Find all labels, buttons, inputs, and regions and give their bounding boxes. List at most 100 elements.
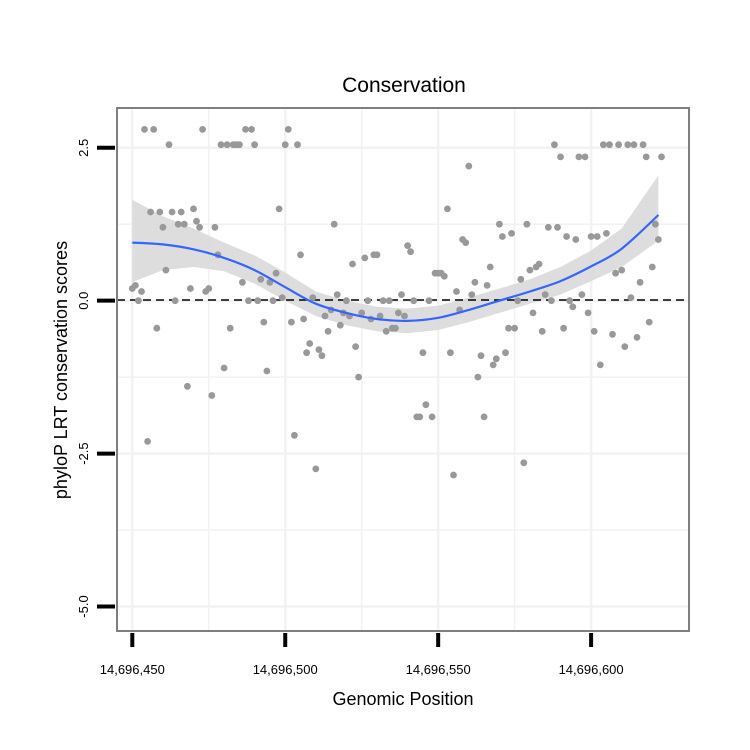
data-point xyxy=(278,294,286,301)
data-point xyxy=(275,205,283,213)
data-point xyxy=(288,318,295,326)
data-point xyxy=(615,141,622,149)
data-point xyxy=(419,349,427,357)
data-point xyxy=(486,263,494,271)
data-point xyxy=(196,223,204,231)
data-point xyxy=(379,297,387,305)
data-point xyxy=(551,141,558,149)
data-point xyxy=(575,153,583,161)
data-point xyxy=(440,272,448,280)
data-point xyxy=(297,251,304,259)
plot-frame xyxy=(116,107,690,632)
data-point xyxy=(505,324,512,332)
data-point xyxy=(171,297,179,305)
data-point xyxy=(284,125,292,133)
data-point xyxy=(633,334,641,341)
data-point xyxy=(468,291,476,298)
data-point xyxy=(627,294,635,301)
data-point xyxy=(135,297,142,305)
x-axis-title: Genomic Position xyxy=(332,689,473,709)
data-point xyxy=(578,291,586,298)
data-point xyxy=(480,413,488,421)
data-point xyxy=(600,141,607,149)
data-point xyxy=(652,220,659,228)
data-point xyxy=(248,125,256,133)
data-point xyxy=(450,471,457,479)
data-point xyxy=(199,125,207,133)
data-point xyxy=(318,352,326,360)
chart-title: Conservation xyxy=(342,74,466,97)
data-point xyxy=(462,239,470,247)
data-point xyxy=(352,343,359,350)
data-point xyxy=(428,413,436,421)
confidence-band xyxy=(132,175,659,334)
data-point xyxy=(208,392,216,399)
data-point xyxy=(483,282,491,289)
data-point xyxy=(392,324,399,332)
data-point xyxy=(596,361,604,369)
data-point xyxy=(404,242,411,250)
data-point xyxy=(471,278,479,286)
data-point xyxy=(422,401,430,409)
data-point xyxy=(242,125,249,133)
data-point xyxy=(177,208,185,216)
data-point xyxy=(165,141,173,149)
data-point xyxy=(373,251,381,259)
data-point xyxy=(581,153,589,161)
data-point xyxy=(321,312,329,320)
data-point xyxy=(621,343,629,350)
y-tick-label: -2.5 xyxy=(76,442,91,464)
data-points xyxy=(128,125,665,479)
data-point xyxy=(205,285,213,292)
data-point xyxy=(563,233,570,240)
data-point xyxy=(300,315,307,323)
data-point xyxy=(336,321,344,329)
data-point xyxy=(618,266,626,274)
data-point xyxy=(220,364,228,372)
data-point xyxy=(401,312,408,320)
data-point xyxy=(291,431,298,439)
data-point xyxy=(382,327,390,335)
data-point xyxy=(245,297,252,305)
data-point xyxy=(407,248,414,256)
data-point xyxy=(236,141,243,149)
data-point xyxy=(560,324,567,332)
data-point xyxy=(587,233,595,240)
data-point xyxy=(294,141,301,149)
data-point xyxy=(263,367,271,375)
data-point xyxy=(159,223,167,231)
data-point xyxy=(502,349,509,357)
data-point xyxy=(566,297,574,305)
data-point xyxy=(548,297,555,305)
data-point xyxy=(180,220,188,228)
data-point xyxy=(425,297,433,305)
data-point xyxy=(630,141,638,149)
data-point xyxy=(358,309,366,317)
data-point xyxy=(492,355,500,363)
data-point xyxy=(364,297,372,305)
data-point xyxy=(153,324,161,332)
data-point xyxy=(511,324,518,332)
data-point xyxy=(174,220,182,228)
data-point xyxy=(526,266,534,274)
data-point xyxy=(138,288,145,295)
data-point xyxy=(645,318,653,326)
x-tick-label: 14,696,600 xyxy=(559,662,624,677)
data-point xyxy=(648,263,656,271)
plot-panel xyxy=(117,108,689,631)
data-point xyxy=(557,153,564,161)
data-point xyxy=(343,297,350,305)
data-point xyxy=(272,269,280,277)
data-point xyxy=(132,282,139,289)
data-point xyxy=(541,291,549,298)
data-point xyxy=(395,309,402,317)
data-point xyxy=(444,205,451,213)
data-point xyxy=(606,141,613,149)
data-point xyxy=(572,236,580,243)
data-point xyxy=(141,125,148,133)
data-point xyxy=(315,346,323,353)
y-tick-label: 2.5 xyxy=(76,139,91,157)
data-point xyxy=(385,297,393,305)
data-point xyxy=(474,373,482,381)
